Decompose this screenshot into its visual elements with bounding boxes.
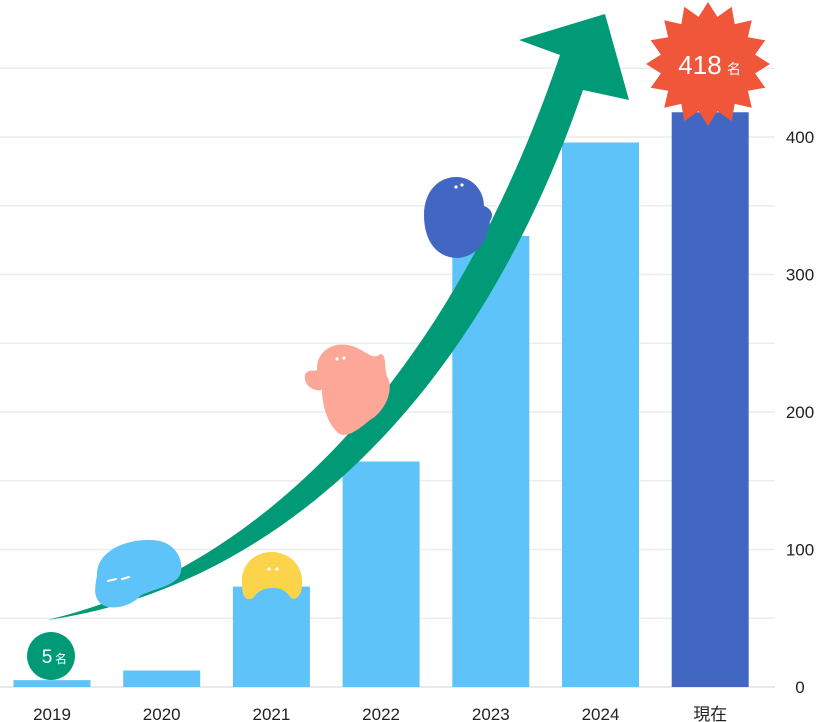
annotation-current: 418 名: [646, 2, 770, 126]
annotation-2019-unit: 名: [55, 651, 67, 666]
y-tick-label: 100: [786, 541, 814, 560]
mascot-pink-icon: [304, 344, 390, 435]
bar-2022: [342, 461, 420, 687]
y-tick-label: 200: [786, 403, 814, 422]
x-tick-label: 2024: [582, 705, 620, 722]
starburst-badge-icon: [646, 2, 770, 126]
y-tick-label: 300: [786, 266, 814, 285]
bar-2020: [123, 670, 201, 687]
annotation-2019-number: 5: [42, 647, 53, 668]
bar-2021: [232, 586, 310, 687]
badge-circle-icon: [27, 632, 75, 680]
y-tick-label: 0: [795, 678, 804, 697]
x-tick-label: 2019: [33, 705, 71, 722]
label-layer: 0 100 200 300 400 2019 2020 2021 2022 2023 2024 現在: [33, 128, 814, 722]
x-tick-label: 現在: [693, 705, 727, 722]
bar-2019: [13, 680, 91, 687]
bar-現在: [671, 112, 749, 687]
x-tick-label: 2021: [252, 705, 290, 722]
bar-2024: [562, 142, 639, 687]
mascot-light-blue-icon: [95, 539, 182, 608]
annotation-current-number: 418: [678, 50, 721, 80]
mascot-dark-blue-icon: [424, 176, 493, 258]
y-tick-label: 400: [786, 128, 814, 147]
mascot-yellow-icon: [241, 551, 303, 600]
annotation-current-unit: 名: [727, 61, 741, 77]
x-tick-label: 2020: [143, 705, 181, 722]
annotation-2019: 5 名: [27, 632, 75, 680]
trend-arrow-icon: [47, 14, 629, 620]
x-tick-label: 2023: [472, 705, 510, 722]
x-tick-label: 2022: [362, 705, 400, 722]
